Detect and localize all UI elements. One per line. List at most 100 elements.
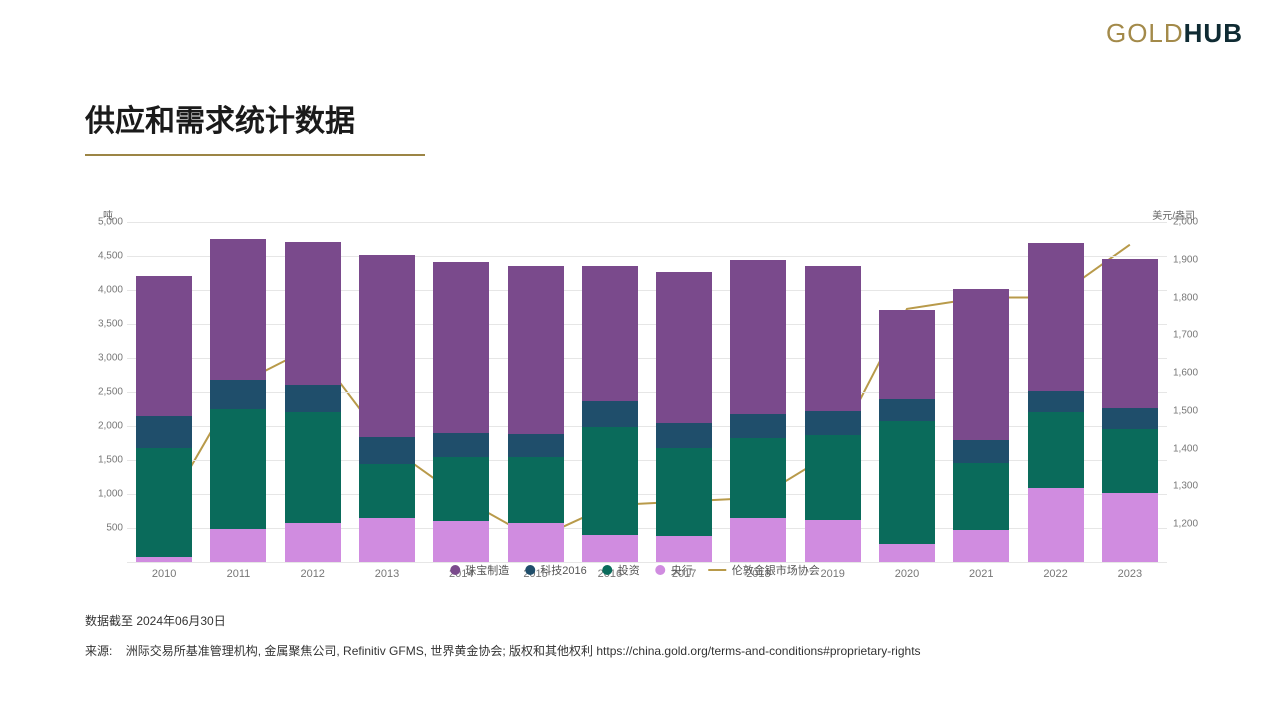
- bar-segment-cb: [805, 411, 861, 435]
- bar-segment-investment: [285, 523, 341, 562]
- source-label: 来源:: [85, 644, 112, 658]
- bar-segment-cb: [508, 434, 564, 457]
- gridline: [127, 358, 1167, 359]
- bar-segment-tech: [285, 412, 341, 523]
- y-left-label: 2,500: [87, 387, 123, 398]
- gridline: [127, 222, 1167, 223]
- x-label: 2011: [210, 568, 266, 580]
- bar-segment-jewellery: [508, 266, 564, 434]
- y-left-label: 500: [87, 523, 123, 534]
- bar-group: [582, 222, 638, 562]
- legend-item-jewellery: 珠宝制造: [450, 562, 509, 578]
- legend-label: 伦敦金银市场协会: [732, 562, 820, 578]
- gridline: [127, 494, 1167, 495]
- bar-segment-investment: [433, 521, 489, 562]
- bar-segment-cb: [656, 423, 712, 448]
- legend-dot-swatch: [603, 565, 613, 575]
- bar-segment-cb: [433, 433, 489, 457]
- bar-segment-tech: [805, 435, 861, 520]
- gridline: [127, 290, 1167, 291]
- title-underline: [85, 154, 425, 156]
- bar-segment-jewellery: [1102, 259, 1158, 409]
- y-left-label: 3,500: [87, 319, 123, 330]
- y-right-label: 1,700: [1173, 330, 1213, 341]
- bar-segment-cb: [730, 414, 786, 437]
- bar-segment-jewellery: [433, 262, 489, 433]
- legend-label: 科技2016: [540, 562, 586, 578]
- gridline: [127, 392, 1167, 393]
- bar-group: [1028, 222, 1084, 562]
- plot-area: 5001,0001,5002,0002,5003,0003,5004,0004,…: [127, 222, 1167, 562]
- bar-segment-jewellery: [730, 260, 786, 414]
- y-right-label: 1,200: [1173, 519, 1213, 530]
- bar-segment-cb: [359, 437, 415, 464]
- gridline: [127, 256, 1167, 257]
- bar-segment-jewellery: [359, 255, 415, 437]
- y-left-label: 1,500: [87, 455, 123, 466]
- source-line: 来源: 洲际交易所基准管理机构, 金属聚焦公司, Refinitiv GFMS,…: [85, 642, 921, 659]
- y-right-label: 1,400: [1173, 443, 1213, 454]
- y-right-label: 1,500: [1173, 405, 1213, 416]
- source-text: 洲际交易所基准管理机构, 金属聚焦公司, Refinitiv GFMS, 世界黄…: [126, 644, 921, 658]
- y-left-label: 4,000: [87, 285, 123, 296]
- logo: GOLDHUB: [1106, 18, 1243, 49]
- x-label: 2021: [953, 568, 1009, 580]
- bar-segment-investment: [730, 518, 786, 562]
- bar-group: [508, 222, 564, 562]
- bar-segment-tech: [730, 438, 786, 518]
- legend: 珠宝制造科技2016投资央行伦敦金银市场协会: [450, 562, 819, 578]
- bar-segment-tech: [879, 421, 935, 543]
- bar-segment-jewellery: [1028, 243, 1084, 391]
- y-right-label: 1,600: [1173, 368, 1213, 379]
- legend-item-investment: 央行: [656, 562, 693, 578]
- bar-group: [879, 222, 935, 562]
- bar-segment-cb: [1102, 408, 1158, 428]
- legend-label: 珠宝制造: [465, 562, 509, 578]
- bar-group: [805, 222, 861, 562]
- title-block: 供应和需求统计数据: [85, 96, 425, 156]
- bar-segment-jewellery: [582, 266, 638, 401]
- bar-segment-investment: [656, 536, 712, 562]
- y-left-label: 3,000: [87, 353, 123, 364]
- bar-group: [359, 222, 415, 562]
- bar-group: [210, 222, 266, 562]
- x-label: 2022: [1028, 568, 1084, 580]
- bar-segment-cb: [953, 440, 1009, 463]
- bar-segment-cb: [1028, 391, 1084, 411]
- bar-segment-cb: [136, 416, 192, 448]
- bar-group: [1102, 222, 1158, 562]
- y-left-label: 2,000: [87, 421, 123, 432]
- bar-group: [730, 222, 786, 562]
- bar-segment-tech: [1028, 412, 1084, 488]
- chart: 吨 美元/盎司 5001,0001,5002,0002,5003,0003,50…: [85, 200, 1185, 580]
- x-label: 2013: [359, 568, 415, 580]
- y-left-label: 4,500: [87, 251, 123, 262]
- bar-segment-tech: [359, 464, 415, 518]
- gridline: [127, 324, 1167, 325]
- bar-segment-investment: [805, 520, 861, 562]
- x-label: 2012: [285, 568, 341, 580]
- y-right-label: 1,900: [1173, 254, 1213, 265]
- bar-segment-jewellery: [656, 272, 712, 423]
- y-left-label: 1,000: [87, 489, 123, 500]
- bar-segment-investment: [1102, 493, 1158, 562]
- legend-dot-swatch: [450, 565, 460, 575]
- page: GOLDHUB 供应和需求统计数据 吨 美元/盎司 5001,0001,5002…: [0, 0, 1267, 713]
- bar-segment-cb: [879, 399, 935, 421]
- bar-segment-investment: [136, 557, 192, 562]
- bar-segment-investment: [879, 544, 935, 562]
- legend-label: 央行: [671, 562, 693, 578]
- bar-group: [433, 222, 489, 562]
- bar-segment-tech: [210, 409, 266, 529]
- logo-part2: HUB: [1184, 18, 1243, 48]
- bar-segment-investment: [210, 529, 266, 562]
- gridline: [127, 426, 1167, 427]
- bar-segment-cb: [285, 385, 341, 412]
- page-title: 供应和需求统计数据: [85, 96, 425, 150]
- y-right-label: 2,000: [1173, 217, 1213, 228]
- bar-segment-tech: [1102, 429, 1158, 493]
- legend-dot-swatch: [656, 565, 666, 575]
- bar-segment-tech: [582, 427, 638, 534]
- bar-segment-jewellery: [879, 310, 935, 398]
- legend-item-line: 伦敦金银市场协会: [709, 562, 820, 578]
